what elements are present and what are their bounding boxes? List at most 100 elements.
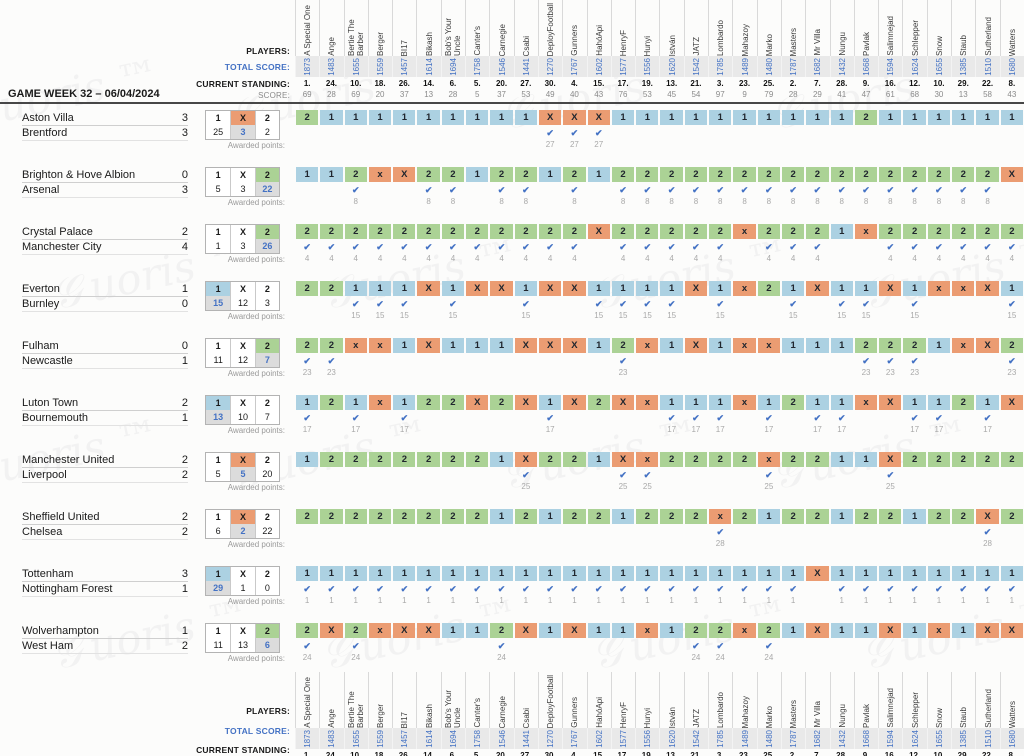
awarded-points-value: 15 [642, 311, 652, 320]
player-total-score[interactable]: 1556 [643, 729, 653, 748]
player-total-score[interactable]: 1510 [983, 57, 993, 76]
player-total-score[interactable]: 1546 [497, 729, 507, 748]
player-total-score[interactable]: 1432 [837, 57, 847, 76]
player-total-score[interactable]: 1270 [546, 729, 556, 748]
player-standing: 29. [957, 79, 969, 88]
player-total-score[interactable]: 1620 [667, 729, 677, 748]
awarded-points-value: 17 [764, 425, 774, 434]
check-placeholder [465, 641, 489, 653]
home-team-name: Luton Town [22, 396, 79, 409]
player-standing: 13. [666, 751, 678, 756]
player-total-score[interactable]: 1559 [376, 729, 386, 748]
correct-check-icon: ✔ [886, 185, 895, 195]
player-total-score[interactable]: 1668 [862, 729, 872, 748]
player-total-score[interactable]: 1668 [862, 57, 872, 76]
check-placeholder [732, 128, 756, 140]
prediction-cell: x [733, 281, 756, 296]
player-total-score[interactable]: 1489 [740, 729, 750, 748]
player-total-score[interactable]: 1655 [351, 57, 361, 76]
player-total-score[interactable]: 1594 [886, 729, 896, 748]
player-total-score[interactable]: 1655 [934, 57, 944, 76]
prediction-cell: 2 [441, 395, 465, 410]
check-placeholder [416, 128, 440, 140]
check-placeholder [319, 299, 343, 311]
player-total-score[interactable]: 1602 [594, 57, 604, 76]
player-total-score[interactable]: 1559 [376, 57, 386, 76]
prediction-cell: 1 [296, 167, 319, 182]
player-total-score[interactable]: 1577 [619, 729, 629, 748]
player-total-cell: 1655 [926, 728, 951, 749]
player-total-cell: 1542 [683, 56, 708, 77]
player-name: JATZ [691, 37, 701, 56]
prediction-cell: X [976, 281, 999, 296]
check-placeholder [927, 299, 951, 311]
player-total-score[interactable]: 1680 [1007, 729, 1017, 748]
player-total-score[interactable]: 1480 [764, 57, 774, 76]
player-total-score[interactable]: 1483 [327, 729, 337, 748]
player-total-score[interactable]: 1694 [448, 57, 458, 76]
outcome-header-x: X [230, 624, 254, 638]
outcome-count-1: 6 [215, 526, 221, 536]
player-total-score[interactable]: 1655 [934, 729, 944, 748]
awarded-points-value: 4 [547, 254, 553, 263]
player-total-score[interactable]: 1270 [546, 57, 556, 76]
player-total-score[interactable]: 1489 [740, 57, 750, 76]
player-total-score[interactable]: 1767 [570, 57, 580, 76]
prediction-cell: x [927, 281, 951, 296]
player-total-score[interactable]: 1655 [351, 729, 361, 748]
player-total-score[interactable]: 1480 [764, 729, 774, 748]
player-total-score[interactable]: 1542 [691, 57, 701, 76]
player-total-score[interactable]: 1385 [959, 729, 969, 748]
player-total-score[interactable]: 1767 [570, 729, 580, 748]
player-total-score[interactable]: 1624 [910, 729, 920, 748]
player-total-score[interactable]: 1546 [497, 57, 507, 76]
player-total-score[interactable]: 1873 [303, 57, 313, 76]
check-placeholder [295, 128, 319, 140]
player-total-score[interactable]: 1577 [619, 57, 629, 76]
player-total-score[interactable]: 1542 [691, 729, 701, 748]
correct-check-icon: ✔ [765, 413, 773, 423]
player-total-score[interactable]: 1620 [667, 57, 677, 76]
awarded-points-value: 4 [961, 254, 966, 263]
player-total-score[interactable]: 1457 [400, 57, 410, 76]
player-total-score[interactable]: 1614 [424, 729, 434, 748]
player-total-score[interactable]: 1787 [789, 57, 799, 76]
player-total-score[interactable]: 1385 [959, 57, 969, 76]
correct-check-icon: ✔ [862, 185, 870, 195]
player-total-score[interactable]: 1556 [643, 57, 653, 76]
prediction-cell: 2 [344, 452, 367, 467]
check-row: ✔ ✔ ✔ ✔ ✔ ✔ ✔ ✔ ✔ ✔ ✔ ✔ ✔ ✔ ✔ ✔ ✔ ✔ ✔ ✔ ✔ ✔ [295, 185, 1024, 197]
player-total-score[interactable]: 1602 [594, 729, 604, 748]
player-total-score[interactable]: 1682 [813, 729, 823, 748]
player-total-score[interactable]: 1758 [473, 729, 483, 748]
correct-check-icon: ✔ [522, 470, 530, 480]
check-placeholder [611, 128, 635, 140]
check-placeholder [659, 527, 683, 539]
awarded-points-value: 4 [620, 254, 626, 263]
player-name: JATZ [691, 709, 701, 728]
player-total-score[interactable]: 1682 [813, 57, 823, 76]
player-total-score[interactable]: 1614 [424, 57, 434, 76]
check-row: ✔ ✔ ✔ [295, 128, 1024, 140]
check-placeholder [854, 413, 878, 425]
prediction-cell: 2 [952, 452, 975, 467]
player-total-score[interactable]: 1441 [521, 57, 531, 76]
player-total-score[interactable]: 1624 [910, 57, 920, 76]
player-total-score[interactable]: 1873 [303, 729, 313, 748]
player-total-score[interactable]: 1785 [716, 57, 726, 76]
player-total-score[interactable]: 1787 [789, 729, 799, 748]
correct-check-icon: ✔ [351, 413, 360, 423]
awarded-points-value: 1 [620, 596, 626, 605]
player-total-score[interactable]: 1680 [1007, 57, 1017, 76]
player-total-score[interactable]: 1457 [400, 729, 410, 748]
player-total-score[interactable]: 1594 [886, 57, 896, 76]
player-total-score[interactable]: 1510 [983, 729, 993, 748]
player-total-score[interactable]: 1441 [521, 729, 531, 748]
player-total-score[interactable]: 1432 [837, 729, 847, 748]
player-total-score[interactable]: 1483 [327, 57, 337, 76]
player-total-score[interactable]: 1785 [716, 729, 726, 748]
prediction-cell: 2 [344, 509, 367, 524]
player-total-score[interactable]: 1758 [473, 57, 483, 76]
player-total-score[interactable]: 1694 [448, 729, 458, 748]
prediction-cell: x [733, 395, 756, 410]
